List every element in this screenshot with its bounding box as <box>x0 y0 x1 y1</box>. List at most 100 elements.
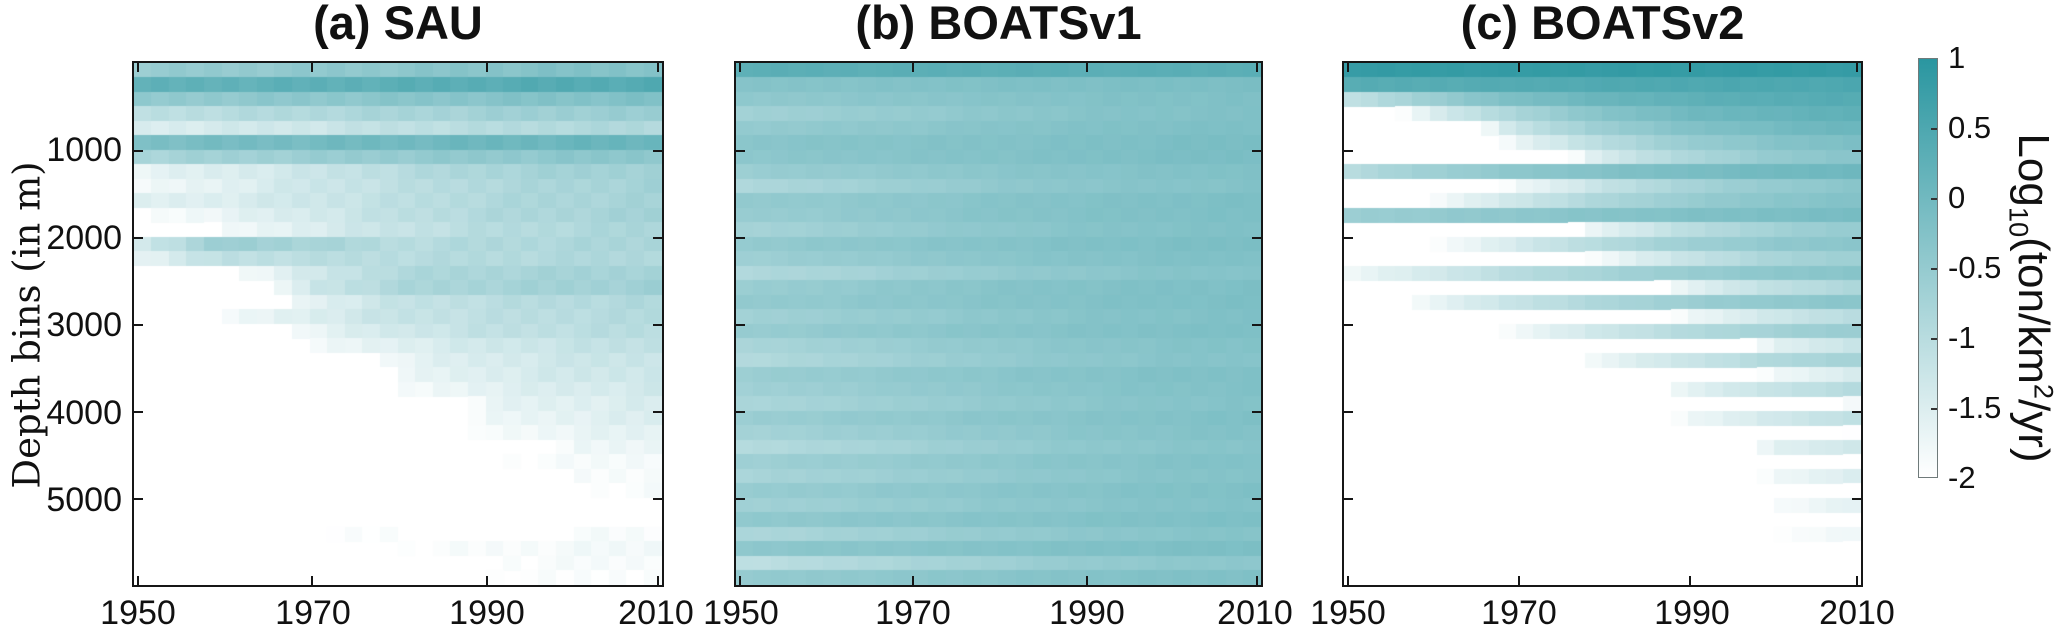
y-tick-label-2000: 2000 <box>46 219 122 257</box>
colorbar-tick-0: 0 <box>1948 180 1966 215</box>
axis-tick-mark <box>1347 576 1350 585</box>
axis-tick-mark <box>1855 63 1858 72</box>
colorbar-tick-mark <box>1931 128 1937 130</box>
axis-tick-mark <box>1852 497 1861 500</box>
axis-tick-mark <box>736 150 745 153</box>
axis-tick-mark <box>1255 576 1258 585</box>
axis-tick-mark <box>134 497 143 500</box>
axis-tick-mark <box>1344 324 1353 327</box>
x-tick-b-2010: 2010 <box>1217 594 1293 632</box>
x-tick-b-1970: 1970 <box>875 594 951 632</box>
axis-tick-mark <box>1252 237 1261 240</box>
axis-tick-mark <box>134 411 143 414</box>
axis-tick-mark <box>1517 576 1520 585</box>
y-tick-label-3000: 3000 <box>46 306 122 344</box>
axis-tick-mark <box>1255 63 1258 72</box>
colorbar-tick-mark <box>1931 338 1937 340</box>
colorbar-gradient <box>1919 59 1937 477</box>
panel-b-title: (b) BOATSv1 <box>855 0 1142 49</box>
x-tick-b-1950: 1950 <box>703 594 779 632</box>
x-tick-a-1950: 1950 <box>100 594 176 632</box>
colorbar-label-prefix: Log <box>2009 133 2059 207</box>
colorbar-tick-m2: -2 <box>1948 460 1976 495</box>
colorbar-tick-mark <box>1931 268 1937 270</box>
axis-tick-mark <box>1344 411 1353 414</box>
panel-b-heatmap <box>734 61 1263 587</box>
axis-tick-mark <box>1852 150 1861 153</box>
axis-tick-mark <box>1855 576 1858 585</box>
colorbar-label-sup: 2 <box>2028 383 2060 400</box>
axis-tick-mark <box>653 150 662 153</box>
axis-tick-mark <box>1852 324 1861 327</box>
y-tick-label-4000: 4000 <box>46 394 122 432</box>
heatmap-canvas-boatsv2 <box>1344 63 1861 585</box>
axis-tick-mark <box>653 497 662 500</box>
axis-tick-mark <box>736 411 745 414</box>
axis-tick-mark <box>656 63 659 72</box>
axis-tick-mark <box>736 237 745 240</box>
x-tick-c-1990: 1990 <box>1654 594 1730 632</box>
axis-tick-mark <box>1344 150 1353 153</box>
axis-tick-mark <box>134 150 143 153</box>
axis-tick-mark <box>1688 576 1691 585</box>
x-tick-c-1970: 1970 <box>1481 594 1557 632</box>
axis-tick-mark <box>912 576 915 585</box>
panel-a-title: (a) SAU <box>313 0 483 49</box>
colorbar-tick-0p5: 0.5 <box>1948 110 1992 145</box>
x-tick-a-2010: 2010 <box>618 594 694 632</box>
colorbar-label-suffix: /yr) <box>2009 399 2059 463</box>
axis-tick-mark <box>137 63 140 72</box>
panel-c-title: (c) BOATSv2 <box>1460 0 1745 49</box>
axis-tick-mark <box>1086 63 1089 72</box>
colorbar-tick-mark <box>1931 408 1937 410</box>
axis-tick-mark <box>1852 411 1861 414</box>
axis-tick-mark <box>736 324 745 327</box>
axis-tick-mark <box>1252 497 1261 500</box>
colorbar-label-sub: 10 <box>2003 206 2035 238</box>
axis-tick-mark <box>653 411 662 414</box>
axis-tick-mark <box>137 576 140 585</box>
x-tick-c-2010: 2010 <box>1819 594 1895 632</box>
colorbar-label: Log10(ton/km2/yr) <box>2002 133 2059 462</box>
panel-a-heatmap <box>132 61 664 587</box>
axis-tick-mark <box>311 576 314 585</box>
axis-tick-mark <box>486 576 489 585</box>
colorbar-tick-m1p5: -1.5 <box>1948 390 2002 425</box>
axis-tick-mark <box>653 324 662 327</box>
x-tick-b-1990: 1990 <box>1049 594 1125 632</box>
heatmap-canvas-boatsv1 <box>736 63 1261 585</box>
axis-tick-mark <box>912 63 915 72</box>
colorbar-label-mid: (ton/km <box>2009 237 2059 384</box>
axis-tick-mark <box>1517 63 1520 72</box>
axis-tick-mark <box>1086 576 1089 585</box>
x-tick-a-1990: 1990 <box>449 594 525 632</box>
axis-tick-mark <box>1688 63 1691 72</box>
axis-tick-mark <box>1252 411 1261 414</box>
panel-c-heatmap <box>1342 61 1863 587</box>
axis-tick-mark <box>311 63 314 72</box>
colorbar-tick-m1: -1 <box>1948 320 1976 355</box>
axis-tick-mark <box>653 237 662 240</box>
axis-tick-mark <box>1344 497 1353 500</box>
colorbar <box>1918 58 1938 478</box>
axis-tick-mark <box>656 576 659 585</box>
axis-tick-mark <box>486 63 489 72</box>
colorbar-tick-m0p5: -0.5 <box>1948 250 2002 285</box>
heatmap-canvas-sau <box>134 63 662 585</box>
axis-tick-mark <box>1347 63 1350 72</box>
axis-tick-mark <box>1252 324 1261 327</box>
axis-tick-mark <box>134 237 143 240</box>
colorbar-tick-mark <box>1931 198 1937 200</box>
x-tick-c-1950: 1950 <box>1310 594 1386 632</box>
axis-tick-mark <box>1852 237 1861 240</box>
x-tick-a-1970: 1970 <box>275 594 351 632</box>
axis-tick-mark <box>739 63 742 72</box>
axis-tick-mark <box>1344 237 1353 240</box>
colorbar-tick-1: 1 <box>1948 40 1966 75</box>
axis-tick-mark <box>736 497 745 500</box>
axis-tick-mark <box>1252 150 1261 153</box>
y-tick-label-1000: 1000 <box>46 131 122 169</box>
y-tick-label-5000: 5000 <box>46 481 122 519</box>
axis-tick-mark <box>134 324 143 327</box>
